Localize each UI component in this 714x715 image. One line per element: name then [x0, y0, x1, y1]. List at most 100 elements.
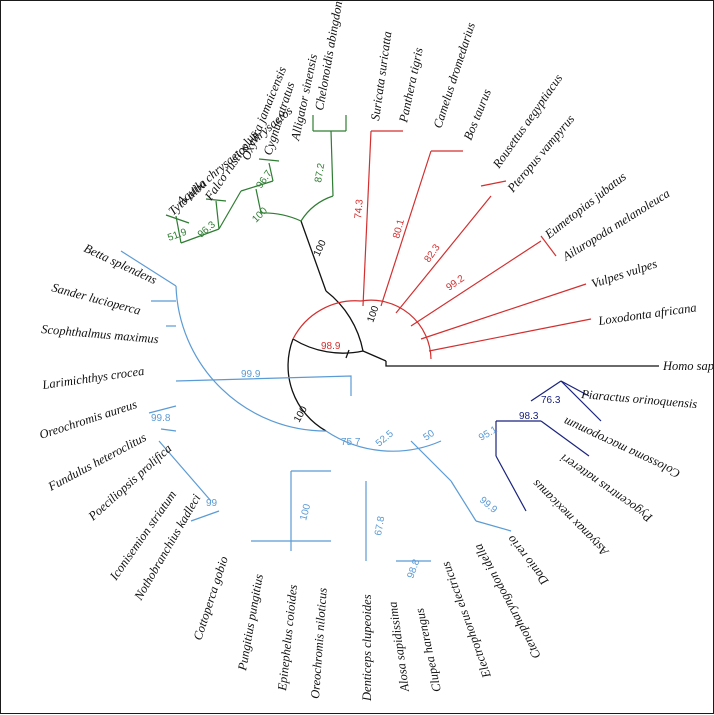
branch-homo	[385, 361, 659, 367]
fish-stem-arc	[287, 338, 327, 432]
taxon-label: Alosa sapidissima	[385, 601, 412, 694]
branch	[148, 405, 177, 414]
branch	[540, 235, 557, 257]
branch-astyanax	[495, 455, 527, 512]
branch	[362, 130, 372, 307]
taxon-label: Denticeps clupeoides	[360, 594, 374, 702]
support-label: 100	[365, 304, 381, 324]
support-label: 100	[298, 502, 313, 521]
support-label: 52.5	[374, 428, 396, 449]
taxon-label: Tyto alba	[166, 177, 210, 219]
branch	[218, 190, 242, 230]
taxon-label: Vulpes vulpes	[590, 256, 659, 290]
taxon-label: Danio rerio	[504, 533, 552, 589]
branch	[165, 214, 190, 224]
branch-betta	[120, 250, 177, 287]
support-label: 98.9	[321, 341, 341, 352]
support-label: 96.7	[254, 168, 274, 191]
branch	[410, 440, 452, 482]
taxon-label: Sander lucioperca	[50, 280, 142, 317]
branch	[175, 285, 327, 432]
mammal-clade	[292, 130, 592, 360]
branch-colossoma	[560, 380, 602, 422]
taxon-label: Clupea harengus	[412, 607, 443, 693]
support-label: 99.2	[444, 273, 467, 293]
branch	[292, 300, 362, 340]
branch	[380, 150, 432, 307]
branch	[450, 480, 477, 522]
support-label: 87.2	[313, 162, 327, 184]
support-label: 99.9	[477, 495, 499, 516]
support-label: 82.3	[422, 242, 442, 265]
tip-labels: Chelonoidis abingdonii Alligator sinensi…	[38, 1, 714, 702]
vertebrate-arc	[292, 338, 364, 354]
taxon-label: Pungitius pungitius	[235, 573, 266, 673]
branch-loxodonta	[428, 318, 592, 352]
support-label: 80.1	[391, 218, 407, 240]
amniote-arc	[325, 290, 364, 352]
taxon-label: Oreochromis aureus	[38, 397, 139, 442]
branch	[268, 162, 274, 182]
support-label: 50	[421, 428, 437, 444]
taxon-label: Scophthalmus maximus	[41, 322, 160, 346]
branch	[330, 130, 334, 197]
taxon-label: Loxodonta africana	[596, 300, 697, 328]
taxon-label: Cottoperca gobio	[191, 554, 231, 641]
branch	[360, 299, 432, 360]
branch-pygocentrus	[540, 420, 590, 457]
branch-birds-stem	[300, 220, 327, 292]
branch	[158, 440, 212, 502]
taxon-label: Betta splendens	[82, 241, 159, 287]
taxon-label-highlighted: Piaractus orinoquensis	[580, 387, 698, 411]
branch	[215, 200, 220, 230]
branch	[205, 198, 227, 202]
support-label: 99	[206, 498, 218, 509]
support-label: 100	[250, 205, 270, 225]
branch	[190, 510, 220, 522]
taxon-label: Homo sapiens	[662, 359, 714, 373]
support-label: 76.3	[541, 395, 561, 406]
fish-clade	[120, 250, 512, 562]
branch-piaractus	[560, 380, 590, 397]
branch	[530, 380, 562, 402]
taxon-label: Bos taurus	[461, 87, 494, 142]
taxon-label: Oreochromis niloticus	[308, 587, 330, 699]
branch	[480, 180, 507, 187]
support-values: 100 100 87.2 96.7 96.3 51.9 98.9 100 74.…	[151, 162, 561, 580]
support-label: 74.3	[353, 198, 366, 219]
branch-vulpes	[420, 283, 587, 340]
taxon-label: Panthera tigris	[396, 46, 426, 124]
support-label: 96.3	[196, 219, 218, 240]
backbone-branches	[287, 220, 659, 432]
support-label: 99.9	[241, 369, 261, 380]
taxon-label: Larimichthys crocea	[40, 364, 145, 392]
branch	[255, 188, 262, 214]
taxon-label: Rousettus aegyptiacus	[489, 71, 565, 171]
support-label: 75.7	[341, 437, 361, 448]
support-label: 100	[312, 238, 329, 258]
support-label: 100	[292, 404, 310, 424]
characiform-clade	[495, 380, 602, 512]
root-stub	[345, 349, 350, 359]
support-label: 98.3	[519, 411, 539, 422]
branch	[395, 195, 492, 314]
branch	[325, 430, 442, 452]
branch	[300, 195, 334, 222]
branch	[475, 520, 512, 532]
branch	[260, 212, 302, 222]
support-label: 67.8	[373, 515, 387, 537]
taxon-label: Pteropus vampyrus	[504, 112, 577, 196]
taxon-label: Ailuropoda melanoleuca	[559, 186, 672, 264]
root-branch	[362, 350, 387, 362]
branch	[258, 158, 280, 162]
bird-clade	[165, 115, 347, 244]
branch	[175, 375, 352, 396]
taxon-label: Suricata suricatta	[368, 30, 394, 121]
branch	[175, 215, 182, 244]
branch	[160, 428, 177, 432]
branch	[180, 228, 220, 244]
branch	[240, 180, 274, 192]
taxon-label: Epinephelus coioides	[275, 584, 300, 693]
branch	[410, 240, 542, 327]
